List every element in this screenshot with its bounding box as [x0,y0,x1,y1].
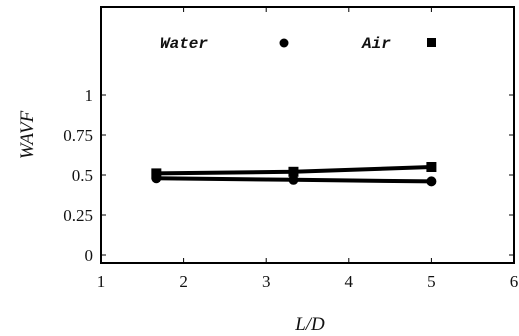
x-tick-label: 6 [510,272,519,291]
data-point-air [288,166,299,177]
y-axis-ticks: 0 0.25 0.5 0.75 1 [63,86,514,265]
y-tick-label: 0.25 [63,206,93,225]
data-point-water [426,176,437,187]
x-tick-label: 5 [427,272,436,291]
legend-marker-air [427,38,436,47]
x-axis-label: L/D [294,314,325,335]
data-point-water [288,174,299,185]
y-tick-label: 0.75 [63,126,93,145]
legend-label-water: Water [160,35,208,53]
x-tick-label: 3 [262,272,271,291]
legend: Water Air [160,35,436,53]
x-tick-label: 4 [345,272,354,291]
legend-marker-water [279,38,289,48]
y-tick-label: 1 [85,86,94,105]
data-point-air [426,162,437,172]
y-tick-label: 0 [85,246,94,265]
x-tick-label: 2 [179,272,188,291]
y-axis-label: WAVF [17,110,38,159]
x-tick-label: 1 [97,272,106,291]
y-tick-label: 0.5 [72,166,93,185]
data-point-air [151,168,162,179]
legend-label-air: Air [361,35,391,53]
series-layer [151,162,437,187]
x-axis-ticks: 1 2 3 4 5 6 [97,7,519,291]
